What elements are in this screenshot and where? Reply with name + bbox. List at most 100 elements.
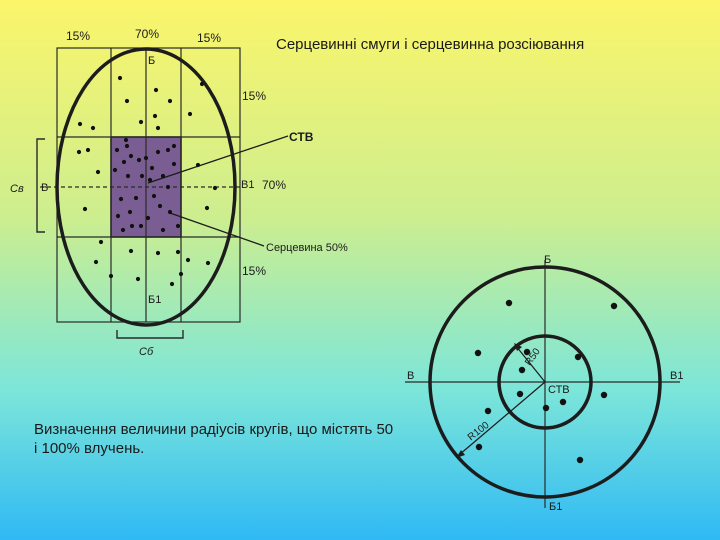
radius-circles-diagram: Б Б1 В В1 СТВ R50 R100 bbox=[405, 254, 683, 513]
impact-point bbox=[117, 75, 123, 81]
impact-point bbox=[484, 407, 492, 415]
impact-point bbox=[474, 349, 482, 357]
impact-point bbox=[128, 248, 134, 254]
r100-arrowhead bbox=[456, 450, 465, 458]
impact-point bbox=[98, 239, 104, 245]
impact-point bbox=[523, 348, 531, 356]
impact-point bbox=[167, 98, 173, 104]
outer-circle-r100 bbox=[428, 265, 662, 499]
impact-point bbox=[160, 173, 166, 179]
impact-point bbox=[475, 443, 483, 451]
impact-point bbox=[171, 143, 177, 149]
impact-point bbox=[143, 155, 149, 161]
impact-point bbox=[128, 153, 134, 159]
impact-point bbox=[153, 87, 159, 93]
impact-point bbox=[147, 177, 153, 183]
direction-bottom-label: Б1 bbox=[148, 294, 161, 306]
slide-caption: Визначення величини радіусів кругів, що … bbox=[34, 421, 394, 457]
top-label-right: 15% bbox=[197, 31, 221, 45]
impact-point bbox=[77, 121, 83, 127]
core-pointer bbox=[169, 212, 265, 247]
direction-top-label: Б bbox=[148, 55, 155, 67]
impact-point bbox=[178, 271, 184, 277]
impact-point bbox=[138, 119, 144, 125]
impact-point bbox=[167, 209, 173, 215]
impact-point bbox=[112, 167, 118, 173]
right-direction-right-label: В1 bbox=[670, 370, 683, 382]
stv-label: СТВ bbox=[289, 130, 314, 144]
r50-arrowhead bbox=[514, 343, 522, 351]
impact-point bbox=[145, 215, 151, 221]
r50-radius-line bbox=[515, 345, 546, 383]
impact-point bbox=[149, 165, 155, 171]
impact-point bbox=[187, 111, 193, 117]
core-label: Серцевина 50% bbox=[266, 242, 348, 254]
impact-point bbox=[82, 206, 88, 212]
right-direction-left-label: В bbox=[407, 370, 414, 382]
impact-point bbox=[139, 173, 145, 179]
impact-point bbox=[155, 149, 161, 155]
impact-point bbox=[155, 125, 161, 131]
r100-radius-line bbox=[458, 381, 546, 456]
impact-point bbox=[115, 213, 121, 219]
right-label-middle: 70% bbox=[262, 178, 286, 192]
impact-point bbox=[93, 259, 99, 265]
impact-point bbox=[175, 249, 181, 255]
impact-point bbox=[121, 159, 127, 165]
top-label-left: 15% bbox=[66, 29, 90, 43]
impact-point bbox=[129, 223, 135, 229]
impact-point bbox=[559, 398, 567, 406]
impact-point bbox=[120, 227, 126, 233]
right-label-top: 15% bbox=[242, 89, 266, 103]
impact-point bbox=[123, 137, 129, 143]
dispersion-strips-diagram: 15% 70% 15% 15% 70% 15% Б Б1 В В1 Св Сб … bbox=[10, 27, 348, 358]
impact-point bbox=[118, 196, 124, 202]
impact-points-right bbox=[474, 299, 618, 464]
impact-point bbox=[108, 273, 114, 279]
impact-point bbox=[185, 257, 191, 263]
impact-point bbox=[516, 390, 524, 398]
r100-label: R100 bbox=[466, 420, 492, 444]
impact-point bbox=[136, 157, 142, 163]
right-direction-bottom-label: Б1 bbox=[549, 501, 562, 513]
impact-point bbox=[212, 185, 218, 191]
impact-point bbox=[124, 98, 130, 104]
bottom-bracket-label: Сб bbox=[139, 346, 154, 358]
impact-point bbox=[505, 299, 513, 307]
impact-point bbox=[151, 193, 157, 199]
impact-point bbox=[160, 227, 166, 233]
impact-point bbox=[205, 260, 211, 266]
direction-right-label: В1 bbox=[241, 179, 254, 191]
impact-point bbox=[169, 281, 175, 287]
impact-point bbox=[165, 184, 171, 190]
right-label-bottom: 15% bbox=[242, 264, 266, 278]
impact-point bbox=[95, 169, 101, 175]
impact-point bbox=[155, 250, 161, 256]
impact-point bbox=[124, 143, 130, 149]
impact-point bbox=[600, 391, 608, 399]
direction-left-label: В bbox=[41, 182, 48, 194]
impact-point bbox=[171, 161, 177, 167]
impact-point bbox=[138, 223, 144, 229]
slide-title: Серцевинні смуги і серцевинна розсіюванн… bbox=[276, 36, 585, 53]
stv-pointer bbox=[147, 135, 289, 184]
impact-point bbox=[85, 147, 91, 153]
impact-point bbox=[152, 113, 158, 119]
right-center-label: СТВ bbox=[548, 384, 570, 396]
right-direction-top-label: Б bbox=[544, 254, 551, 266]
impact-point bbox=[610, 302, 618, 310]
impact-point bbox=[199, 81, 205, 87]
impact-point bbox=[165, 147, 171, 153]
impact-point bbox=[175, 223, 181, 229]
impact-point bbox=[576, 456, 584, 464]
dispersion-ellipse bbox=[55, 47, 237, 327]
impact-points-left bbox=[76, 75, 218, 287]
impact-point bbox=[76, 149, 82, 155]
impact-point bbox=[90, 125, 96, 131]
impact-point bbox=[135, 276, 141, 282]
impact-point bbox=[157, 203, 163, 209]
impact-point bbox=[125, 173, 131, 179]
left-bracket bbox=[36, 138, 45, 233]
